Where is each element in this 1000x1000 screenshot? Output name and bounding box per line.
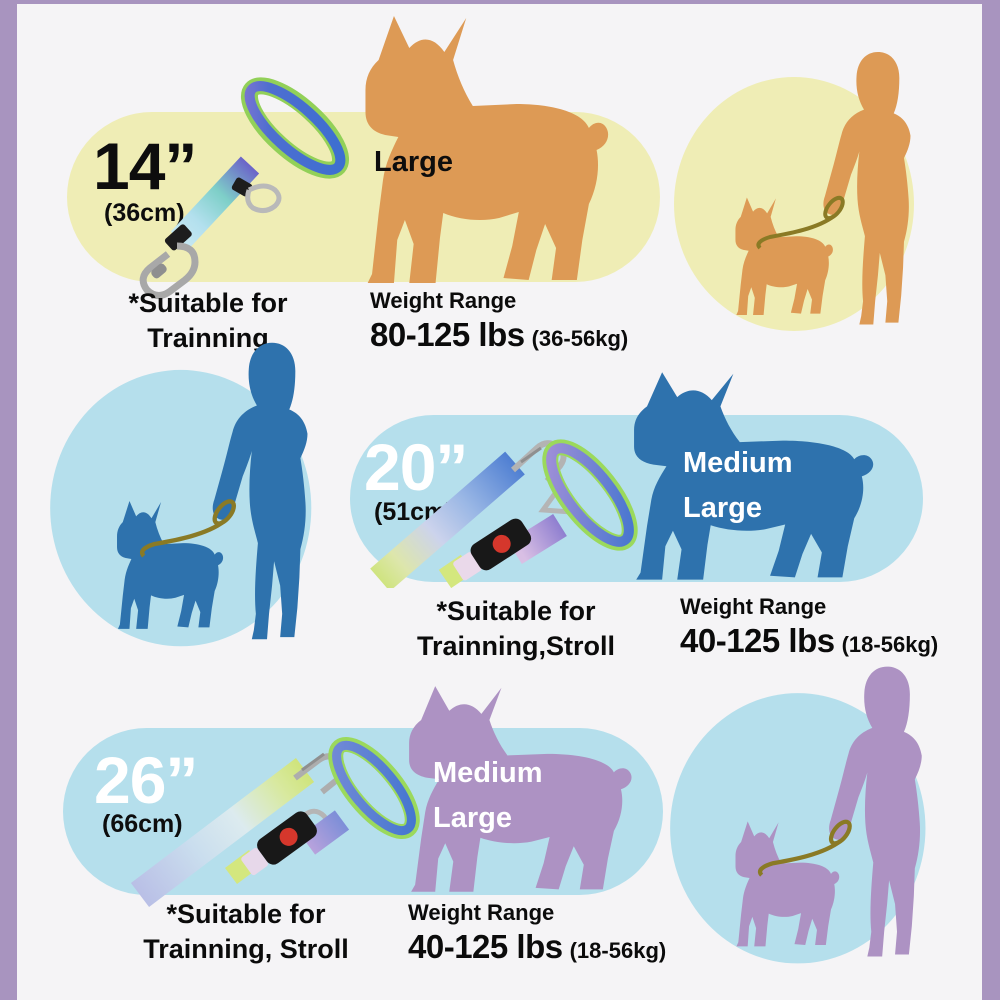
- weight-lbs: 40-125 lbs: [408, 928, 563, 965]
- dog-size-label-20: Medium Large: [683, 447, 793, 524]
- weight-lbs: 40-125 lbs: [680, 622, 835, 659]
- scene-woman-walking-dog-3: [668, 658, 934, 972]
- weight-lbs: 80-125 lbs: [370, 316, 525, 353]
- size-26-label: 26”: [94, 743, 198, 817]
- weight-range-title: Weight Range: [680, 594, 827, 619]
- scene-woman-walking-dog-2: [48, 334, 320, 655]
- weight-kg: (18-56kg): [569, 938, 667, 963]
- suitable-text-20: *Suitable for Trainning,Stroll: [416, 596, 615, 662]
- dog-size-label-26: Medium Large: [433, 757, 543, 834]
- weight-kg: (18-56kg): [841, 632, 939, 657]
- weight-range-20: Weight Range 40-125 lbs (18-56kg): [680, 594, 938, 660]
- weight-range-14: Weight Range 80-125 lbs (36-56kg): [370, 288, 628, 354]
- leash-26-image: [130, 736, 420, 907]
- frame-left-bar: [0, 0, 17, 1000]
- weight-range-26: Weight Range 40-125 lbs (18-56kg): [408, 900, 666, 966]
- suitable-text-14: *Suitable for Trainning: [128, 288, 288, 354]
- suitable-text-26: *Suitable for Trainning, Stroll: [143, 899, 349, 965]
- size-14-cm-label: (36cm): [104, 199, 185, 227]
- weight-range-title: Weight Range: [408, 900, 555, 925]
- size-20-label: 20”: [364, 430, 468, 504]
- weight-range-title: Weight Range: [370, 288, 517, 313]
- leash-14-image: [139, 77, 350, 299]
- scene-woman-walking-dog-1: [672, 44, 922, 339]
- size-14-label: 14”: [93, 129, 197, 203]
- frame-top-bar: [0, 0, 1000, 4]
- size-26-cm-label: (66cm): [102, 810, 183, 838]
- dog-size-label-14: Large: [374, 146, 453, 178]
- weight-kg: (36-56kg): [531, 326, 629, 351]
- leash-20-image: [370, 439, 638, 588]
- frame-right-bar: [982, 0, 1000, 1000]
